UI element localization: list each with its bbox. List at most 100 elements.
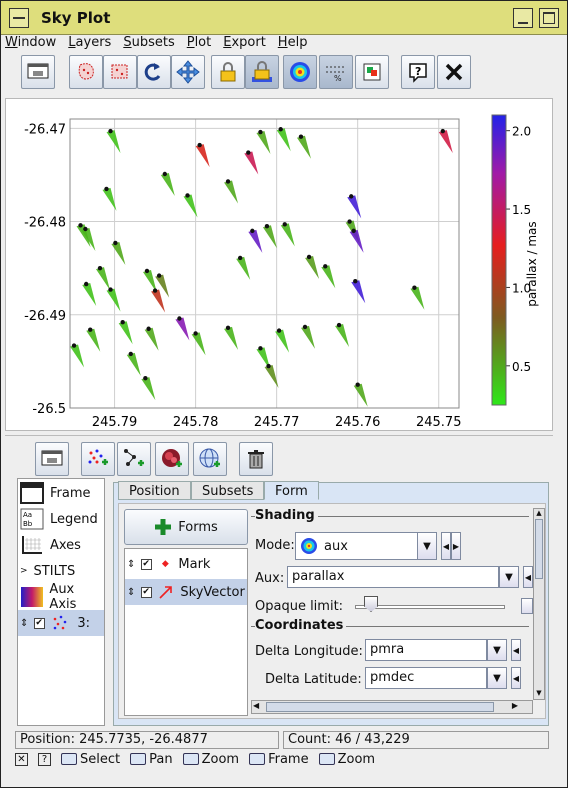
replot-icon[interactable] [137,55,171,89]
menu-help[interactable]: Help [277,35,308,50]
drag-handle-icon[interactable]: ⇕ [127,586,136,598]
menu-plot[interactable]: Plot [186,35,212,50]
menu-layers[interactable]: Layers [68,35,112,50]
opaque-limit-thumb[interactable] [364,596,378,612]
aux-field[interactable]: parallax [287,566,499,588]
maximize-button[interactable] [539,8,559,28]
opaque-reset-icon[interactable] [521,598,533,614]
opaque-limit-label: Opaque limit: [255,599,344,614]
region-subset-icon[interactable] [103,55,137,89]
delta-longitude-field[interactable]: pmra [365,639,487,661]
sky-vector [262,225,277,249]
hint-help-icon[interactable]: ? [38,752,51,766]
mark-checkbox[interactable]: ✔ [141,558,153,570]
aux-prev-icon[interactable]: ◀ [523,566,533,588]
skyvector-checkbox[interactable]: ✔ [141,586,153,598]
forms-button[interactable]: Forms [124,509,248,545]
delta-latitude-prev-icon[interactable]: ◀ [511,667,521,689]
mode-select[interactable]: aux [295,532,419,560]
progress-icon[interactable] [283,55,317,89]
menu-export[interactable]: Export [223,35,266,50]
form-item-skyvector[interactable]: ⇕ ✔ SkyVector [125,579,247,605]
navigate-icon[interactable] [171,55,205,89]
mode-label: Mode: [255,538,295,553]
svg-text:%: % [334,74,342,83]
shade-lock-icon[interactable] [245,55,279,89]
delta-longitude-dropdown-icon[interactable]: ▼ [487,639,507,661]
data-point [282,222,287,227]
delta-latitude-field[interactable]: pmdec [365,667,487,689]
sky-vector [86,328,101,352]
add-density-icon[interactable] [155,442,189,476]
close-icon[interactable] [437,55,471,89]
minimize-button[interactable] [513,8,533,28]
sky-vector [410,286,425,310]
aux-dropdown-icon[interactable]: ▼ [499,566,519,588]
delta-longitude-prev-icon[interactable]: ◀ [511,639,521,661]
sky-vector [244,151,259,175]
sky-plot-canvas[interactable]: 245.79 245.78 245.77 245.76 245.75 -26.47 -26.… [6,99,552,430]
data-point [278,127,283,132]
sky-vector [102,187,117,211]
add-points-icon[interactable] [81,442,115,476]
control-item-aux-axis[interactable]: Aux Axis [20,582,104,612]
sky-vector [76,224,91,248]
close-hints-icon[interactable]: ✕ [15,752,28,766]
layer-visible-checkbox[interactable]: ✔ [34,617,46,629]
control-item-layer-3[interactable]: ⇕ ✔ 3: [18,610,104,636]
menu-subsets[interactable]: Subsets [123,35,175,50]
sky-vector [95,267,110,291]
control-item-stilts[interactable]: > STILTS [20,563,76,579]
add-sky-grid-icon[interactable] [193,442,227,476]
control-item-axes[interactable]: Axes [20,532,81,558]
hint-select: Select [61,752,120,767]
add-pair-icon[interactable] [117,442,151,476]
opaque-limit-slider[interactable] [355,605,505,609]
menu-window[interactable]: Window [5,35,57,50]
window-menu-button[interactable] [9,8,29,28]
data-point [104,186,109,192]
data-point [108,128,113,134]
window-icon[interactable] [21,55,55,89]
control-window-icon[interactable] [35,442,69,476]
delete-icon[interactable] [239,442,273,476]
x-tick-label: 245.77 [254,415,300,430]
drag-handle-icon[interactable]: ⇕ [127,558,136,570]
sky-vector [175,317,190,341]
tab-subsets[interactable]: Subsets [191,481,265,500]
data-point [306,254,312,260]
mode-prev-icon[interactable]: ◀ [441,532,451,560]
form-item-mark[interactable]: ⇕ ✔ ◆ Mark [127,556,211,572]
data-point [193,331,198,336]
coordinates-section-title: Coordinates [255,618,347,633]
drag-handle-icon[interactable]: ⇕ [20,617,29,629]
form-layer-list: ⇕ ✔ ◆ Mark ⇕ ✔ SkyVector [124,548,248,716]
sky-vector [118,321,133,345]
sky-vector [191,332,206,356]
control-panel: Frame Aa Bb Legend Axes > STILTS Aux Axis ⇕… [5,435,553,727]
axis-lock-icon[interactable] [211,55,245,89]
form-tab-panel: Forms ⇕ ✔ ◆ Mark ⇕ ✔ SkyVector Shading Mode: … [118,503,546,719]
plot-panel[interactable]: 245.79 245.78 245.77 245.76 245.75 -26.47 -26.… [5,98,553,431]
horizontal-scrollbar[interactable]: ◀ ▶ [251,700,533,714]
data-point [225,325,231,331]
tab-form[interactable]: Form [264,481,319,500]
colorbar-label: parallax / mas [525,221,539,306]
data-point [246,150,251,155]
vertical-scrollbar[interactable]: ▲ ▼ [533,508,545,700]
mode-next-icon[interactable]: ▶ [451,532,461,560]
help-icon[interactable]: ? [401,55,435,89]
control-item-legend[interactable]: Aa Bb Legend [20,508,98,530]
blob-subset-icon[interactable] [69,55,103,89]
data-point [88,327,93,332]
sky-vector [236,256,251,280]
delta-latitude-dropdown-icon[interactable]: ▼ [487,667,507,689]
data-point [258,129,263,135]
sky-vector [296,135,311,159]
control-item-frame[interactable]: Frame [20,480,91,506]
tab-position[interactable]: Position [118,481,191,500]
sky-vector [195,144,210,168]
colour-icon[interactable] [355,55,389,89]
legend-grid-icon[interactable]: % [319,55,353,89]
mode-dropdown-icon[interactable]: ▼ [417,532,437,560]
